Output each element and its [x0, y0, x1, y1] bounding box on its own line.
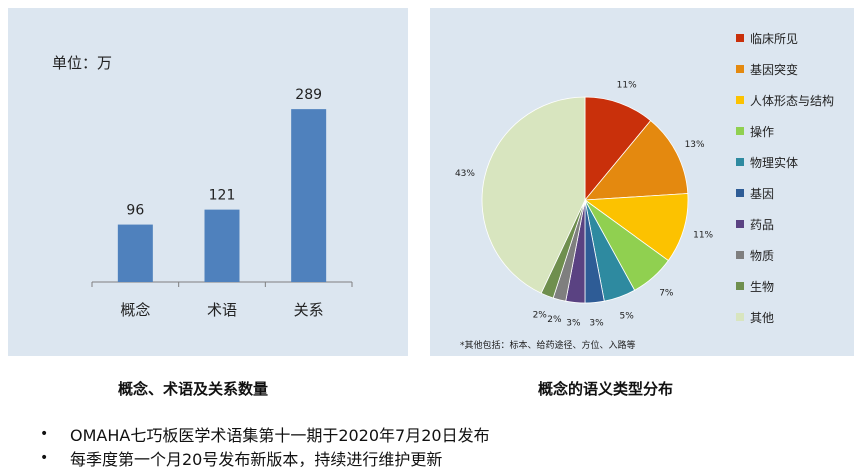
legend-item: 临床所见	[736, 30, 798, 46]
bar-chart: 96 概念 121 术语 289 关系	[91, 87, 353, 319]
legend-item: 药品	[736, 216, 774, 232]
legend-label: 物质	[750, 248, 775, 263]
legend-swatch-icon	[736, 282, 744, 290]
unit-label: 单位：万	[52, 54, 113, 72]
pie-percent-label: 2%	[533, 310, 548, 320]
legend-item: 操作	[736, 123, 774, 139]
pie-percent-label: 11%	[693, 230, 713, 240]
legend-label: 操作	[750, 124, 775, 139]
pie-chart-panel: 11% 13% 11% 7% 5% 3% 3% 2% 2% 43% 临床所见基因突变人体形态与结构…	[430, 8, 854, 356]
bar-category-label: 术语	[207, 301, 237, 319]
pie-chart: 11% 13% 11% 7% 5% 3% 3% 2%2% 43%	[455, 80, 714, 328]
legend-label: 基因突变	[750, 62, 799, 77]
pie-chart-caption: 概念的语义类型分布	[538, 380, 674, 398]
legend-label: 生物	[750, 279, 775, 294]
pie-slice-人体形态与结构	[583, 193, 689, 262]
pie-footnote: *其他包括：标本、给药途径、方位、入路等	[460, 341, 636, 351]
bar-category-label: 关系	[294, 301, 324, 319]
legend-item: 生物	[736, 278, 774, 294]
bullet-item: • OMAHA七巧板医学术语集第十一期于2020年7月20日发布	[40, 422, 490, 446]
legend-swatch-icon	[736, 127, 744, 135]
pie-percent-label: 5%	[620, 312, 635, 322]
bar-概念	[117, 224, 153, 282]
bar-chart-caption: 概念、术语及关系数量	[118, 380, 269, 398]
bar-value-label: 121	[209, 188, 236, 204]
legend-swatch-icon	[736, 96, 744, 104]
bullet-text: OMAHA七巧板医学术语集第十一期于2020年7月20日发布	[70, 426, 490, 445]
legend-swatch-icon	[736, 65, 744, 73]
pie-slice-基因突变	[584, 120, 689, 201]
pie-percent-label: 3%	[589, 318, 604, 328]
bullet-dot-icon: •	[40, 426, 49, 442]
legend-label: 药品	[750, 217, 775, 232]
legend-swatch-icon	[736, 220, 744, 228]
pie-percent-label: 2%	[547, 315, 562, 325]
bar-关系	[291, 109, 327, 282]
bar-术语	[204, 209, 240, 282]
legend-swatch-icon	[736, 189, 744, 197]
legend-item: 基因突变	[736, 61, 798, 77]
legend-label: 其他	[750, 310, 775, 325]
pie-slice-临床所见	[584, 96, 652, 202]
bar-value-label: 289	[295, 87, 322, 103]
legend-swatch-icon	[736, 158, 744, 166]
pie-percent-label: 11%	[617, 80, 637, 90]
pie-slice-其他	[481, 96, 586, 294]
legend-label: 临床所见	[750, 31, 799, 46]
pie-percent-label: 3%	[566, 318, 581, 328]
legend-item: 基因	[736, 185, 774, 201]
legend-label: 物理实体	[750, 155, 799, 170]
legend-label: 人体形态与结构	[750, 93, 835, 108]
bar-chart-panel: 单位：万 96 概念 121 术语 289 关系	[8, 8, 408, 356]
pie-percent-label: 7%	[659, 288, 674, 298]
pie-percent-label: 43%	[455, 169, 475, 179]
legend-item: 其他	[736, 309, 774, 325]
legend-swatch-icon	[736, 251, 744, 259]
legend-swatch-icon	[736, 313, 744, 321]
bullet-item: • 每季度第一个月20号发布新版本，持续进行维护更新	[40, 446, 490, 470]
legend-item: 人体形态与结构	[736, 92, 834, 108]
bar-value-label: 96	[126, 203, 144, 219]
legend-swatch-icon	[736, 34, 744, 42]
bullet-text: 每季度第一个月20号发布新版本，持续进行维护更新	[70, 450, 443, 469]
legend-item: 物质	[736, 247, 774, 263]
legend-item: 物理实体	[736, 154, 798, 170]
bullet-dot-icon: •	[40, 450, 49, 466]
legend-label: 基因	[750, 186, 775, 201]
bullet-list: • OMAHA七巧板医学术语集第十一期于2020年7月20日发布 • 每季度第一…	[40, 422, 490, 470]
bar-category-label: 概念	[120, 301, 150, 319]
pie-percent-label: 13%	[685, 140, 705, 150]
